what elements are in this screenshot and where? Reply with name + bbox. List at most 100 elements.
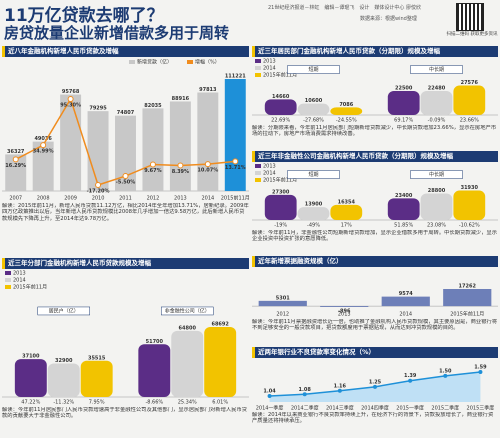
bar bbox=[264, 194, 297, 220]
legend-swatch bbox=[129, 60, 135, 64]
category-label: 2014二季度 bbox=[291, 405, 319, 412]
point bbox=[443, 373, 448, 378]
legend-label: 2014 bbox=[13, 278, 26, 284]
legend-label: 2015年前11月 bbox=[263, 72, 297, 79]
panel: 近八年金融机构新增人民币贷款及增幅 新增贷款（亿） 增幅（%） 2007 2008 20… bbox=[2, 46, 249, 255]
category-label: 2009 bbox=[64, 196, 77, 202]
value-label: 1.59 bbox=[474, 365, 487, 371]
bar bbox=[14, 359, 47, 397]
change-label: 17% bbox=[341, 223, 352, 229]
panel: 近三年分部门金融机构新增人民币贷款规模及增幅 2013 2014 2015年前11月… bbox=[2, 258, 249, 434]
header: 11万亿贷款去哪了？ 房贷放量企业新增借款多用于周转 21世纪经济报道－林虹 编… bbox=[0, 0, 500, 44]
category-label: 短期 bbox=[308, 171, 318, 178]
legend-label: 2014 bbox=[263, 66, 276, 72]
bar bbox=[381, 296, 430, 307]
point bbox=[373, 384, 377, 389]
point bbox=[408, 378, 413, 383]
value-label: 79295 bbox=[89, 106, 107, 112]
category-label: 2015前11月 bbox=[221, 195, 249, 202]
change-label: -11.32% bbox=[53, 400, 74, 406]
change-label: -8.66% bbox=[145, 400, 163, 406]
value-label: 35515 bbox=[88, 355, 106, 361]
category-label: 2013 bbox=[174, 196, 187, 202]
value-label: 1.50 bbox=[439, 368, 452, 374]
category-label: 2014 bbox=[399, 312, 412, 318]
category-label: 2014三季度 bbox=[326, 405, 354, 412]
category-label: 2012 bbox=[147, 196, 160, 202]
bar bbox=[80, 360, 113, 397]
bar bbox=[115, 115, 136, 191]
panel: 近三年居民部门金融机构新增人民币贷款（分期限）规模及增幅 2013 2014 201… bbox=[252, 46, 498, 149]
value-label: 32900 bbox=[55, 358, 73, 364]
category-label: 居民户（亿） bbox=[49, 307, 79, 314]
value-label: 22480 bbox=[428, 86, 446, 92]
point bbox=[478, 370, 483, 374]
credits: 21世纪经济报道－林虹 编辑－谭琨飞 设计 媒体设计中心 廖佼欣 bbox=[268, 5, 421, 11]
point bbox=[337, 388, 342, 393]
value-label: 49036 bbox=[34, 136, 52, 142]
category-label: 2014 bbox=[201, 196, 214, 202]
category-label: 2014四季度 bbox=[361, 405, 389, 412]
legend-swatch bbox=[5, 271, 11, 275]
category-label: 2008 bbox=[37, 196, 50, 202]
category-label: 2012 bbox=[276, 312, 289, 318]
growth-point bbox=[204, 161, 211, 168]
value-label: 37100 bbox=[22, 354, 40, 360]
value-label: 28800 bbox=[428, 188, 446, 194]
bar bbox=[138, 344, 171, 397]
category-label: 2015三季度 bbox=[467, 405, 495, 412]
growth-label: -5.50% bbox=[116, 180, 135, 186]
legend-label: 2013 bbox=[263, 164, 276, 170]
growth-point bbox=[40, 142, 47, 149]
value-label: 31930 bbox=[461, 185, 479, 191]
growth-point bbox=[122, 173, 129, 180]
bar bbox=[5, 154, 27, 191]
legend-label: 2015年前11月 bbox=[13, 284, 47, 291]
legend-swatch bbox=[5, 278, 11, 282]
legend-swatch bbox=[255, 164, 261, 168]
value-label: 14660 bbox=[272, 94, 290, 100]
note: 解读：2015年前11月，新增人民币贷款11.12万亿，相比2014年全年增加1… bbox=[2, 203, 249, 222]
panel-title: 近八年金融机构新增人民币贷款及增幅 bbox=[2, 46, 249, 57]
value-label: 27576 bbox=[461, 80, 479, 86]
change-label: -19% bbox=[274, 223, 287, 229]
change-label: 51.85% bbox=[394, 223, 413, 229]
legend-swatch bbox=[255, 66, 261, 70]
bar bbox=[224, 79, 246, 191]
bar bbox=[47, 363, 80, 397]
category-label: 中长期 bbox=[429, 171, 444, 178]
change-label: 23.66% bbox=[460, 118, 479, 124]
value-label: 5301 bbox=[276, 295, 290, 301]
note: 解读：今年前11月票据融资增长近一倍，也助推了金融机构人民币贷款规模，其主要原因… bbox=[252, 319, 498, 332]
value-label: 97813 bbox=[199, 87, 217, 93]
bar bbox=[60, 94, 82, 191]
value-label: 68692 bbox=[211, 321, 229, 327]
value-label: 74807 bbox=[117, 110, 135, 116]
point bbox=[302, 392, 307, 397]
legend-swatch bbox=[255, 171, 261, 175]
bar bbox=[32, 141, 54, 191]
value-label: 82035 bbox=[144, 103, 162, 109]
value-label: 64800 bbox=[179, 325, 197, 331]
category-label: 2007 bbox=[9, 196, 22, 202]
source: 数据来源：根据wind整理 bbox=[360, 16, 417, 22]
category-box bbox=[161, 306, 214, 316]
change-label: 25.34% bbox=[178, 400, 197, 406]
panel-title: 近两年银行业不良贷款率变化情况（%） bbox=[252, 347, 498, 358]
change-label: -0.09% bbox=[428, 118, 446, 124]
panel: 近年新增票据融资规模（亿） 2012 2013 2014 2015年前11月 5301 -… bbox=[252, 256, 498, 345]
category-label: 2013 bbox=[338, 312, 351, 318]
growth-point bbox=[67, 96, 74, 102]
category-label: 2015一季度 bbox=[396, 405, 424, 412]
category-box bbox=[37, 306, 90, 316]
bar bbox=[264, 99, 297, 115]
value-label: 22500 bbox=[395, 85, 413, 91]
value-label: 88916 bbox=[172, 96, 190, 102]
bar bbox=[197, 92, 219, 191]
value-label: 17262 bbox=[459, 284, 477, 290]
change-label: -49% bbox=[307, 223, 320, 229]
legend-swatch bbox=[187, 60, 193, 64]
value-label: 7086 bbox=[339, 102, 353, 108]
bar bbox=[258, 300, 307, 307]
